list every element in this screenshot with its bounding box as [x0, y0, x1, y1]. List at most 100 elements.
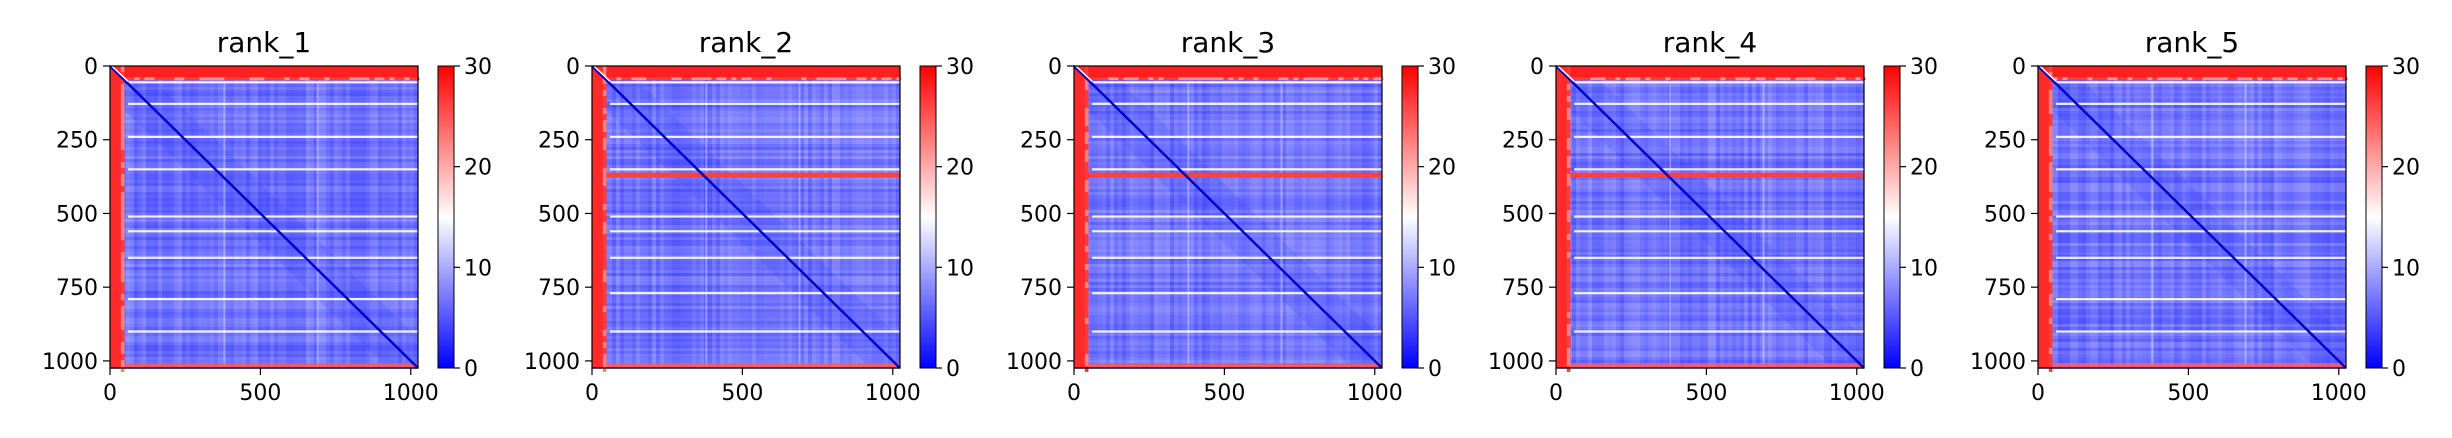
heatmap-white-line [2056, 256, 2346, 259]
heatmap-white-streak [2151, 83, 2154, 368]
heatmap-red-row-edge [1780, 77, 1786, 81]
heatmap-row-texture [592, 303, 900, 306]
heatmap-red-row-edge [1670, 77, 1676, 81]
heatmap-row-texture [1074, 162, 1382, 165]
heatmap-red-row-edge [2222, 77, 2228, 81]
heatmap-row-texture [1556, 321, 1864, 324]
heatmap-red-row-edge [1143, 77, 1149, 81]
heatmap-row-texture [110, 141, 418, 144]
heatmap-row-texture [110, 246, 418, 249]
heatmap-row-texture [592, 171, 900, 174]
heatmap-red-row-edge [2132, 77, 2138, 81]
heatmap-red-row-edge [736, 77, 742, 81]
heatmap-red-column-edge [1084, 186, 1089, 192]
heatmap-red-row-edge [274, 77, 280, 81]
heatmap-row-texture [110, 270, 418, 273]
heatmap-red-row-edge [871, 77, 877, 81]
heatmap-red-row-edge [1715, 77, 1721, 81]
heatmap-red-column-edge [602, 240, 607, 246]
heatmap-red-column-edge [1084, 126, 1089, 132]
heatmap-row-texture [592, 273, 900, 276]
heatmap-red-row-edge [2232, 77, 2238, 81]
heatmap-red-row-edge [1855, 77, 1861, 81]
heatmap-red-row-edge [154, 77, 160, 81]
heatmap-red-column-edge [2048, 228, 2053, 234]
heatmap-row-texture [2038, 360, 2346, 363]
heatmap-red-column-edge [602, 126, 607, 132]
heatmap-red-column-edge [1084, 324, 1089, 330]
heatmap-red-row-edge [1825, 77, 1831, 81]
heatmap-row-texture [1074, 318, 1382, 321]
heatmap-row-texture [2038, 96, 2346, 99]
heatmap-red-row-edge [254, 77, 260, 81]
heatmap-row-texture [2038, 195, 2346, 198]
heatmap-red-row-edge [2092, 77, 2098, 81]
heatmap-row-texture [110, 285, 418, 288]
heatmap-row-texture [592, 120, 900, 123]
heatmap-row-texture [2038, 342, 2346, 345]
heatmap-row-texture [1074, 177, 1382, 180]
heatmap-red-row-edge [1138, 77, 1144, 81]
heatmap-row-texture [2038, 210, 2346, 213]
heatmap-row-texture [110, 243, 418, 246]
heatmap-row-texture [2038, 117, 2346, 120]
heatmap-red-row-edge [1198, 77, 1204, 81]
heatmap-red-row-edge [2277, 77, 2283, 81]
heatmap-row-texture [1074, 222, 1382, 225]
heatmap-row-texture [110, 90, 418, 93]
heatmap-red-row-edge [289, 77, 295, 81]
heatmap-red-column-edge [602, 204, 607, 210]
heatmap-row-texture [1556, 252, 1864, 255]
heatmap-white-line [1574, 215, 1864, 218]
heatmap-image [591, 65, 902, 372]
heatmap-row-texture [1556, 264, 1864, 267]
y-tick-label: 750 [56, 276, 98, 301]
heatmap-row-texture [110, 258, 418, 261]
heatmap-row-texture [2038, 354, 2346, 357]
heatmap-red-column-edge [1566, 108, 1571, 114]
heatmap-white-line [2056, 215, 2346, 218]
heatmap-row-texture [2038, 180, 2346, 183]
heatmap-row-texture [1074, 225, 1382, 228]
heatmap-red-row-edge [1113, 77, 1119, 81]
heatmap-red-column-edge [602, 78, 607, 84]
y-tick-label: 500 [56, 202, 98, 227]
heatmap-row-texture [592, 195, 900, 198]
heatmap-row-texture [1074, 126, 1382, 129]
heatmap-row-texture [1556, 309, 1864, 312]
heatmap-red-row-edge [2287, 77, 2293, 81]
heatmap-red-column-edge [1566, 186, 1571, 192]
heatmap-red-column-edge [1084, 294, 1089, 300]
heatmap-red-row-edge [1585, 77, 1591, 81]
heatmap-red-column-edge [120, 186, 125, 192]
heatmap-red-row-top [606, 66, 900, 81]
heatmap-row-texture [1074, 99, 1382, 102]
heatmap-row-texture [2038, 276, 2346, 279]
heatmap-red-column-edge [120, 90, 125, 96]
y-tick-label: 500 [1502, 202, 1544, 227]
heatmap-row-texture [1556, 303, 1864, 306]
heatmap-red-row-edge [2337, 77, 2343, 81]
heatmap-red-row-edge [2297, 77, 2303, 81]
heatmap-row-texture [110, 201, 418, 204]
heatmap-white-line [610, 81, 900, 84]
heatmap-diagonal [2037, 65, 2347, 369]
heatmap-row-texture [592, 249, 900, 252]
heatmap-white-line [128, 102, 418, 105]
heatmap-row-texture [592, 258, 900, 261]
heatmap-row-texture [1074, 153, 1382, 156]
heatmap-row-texture [1074, 123, 1382, 126]
heatmap-row-texture [592, 240, 900, 243]
heatmap-row-texture [1556, 96, 1864, 99]
heatmap-row-texture [110, 159, 418, 162]
heatmap-red-row-edge [334, 77, 340, 81]
heatmap-red-row-edge [866, 77, 872, 81]
heatmap-row-texture [1074, 117, 1382, 120]
heatmap-red-column-edge [1566, 78, 1571, 84]
heatmap-red-column-edge [1566, 114, 1571, 120]
heatmap-red-column-edge [1566, 240, 1571, 246]
heatmap-row-texture [1556, 141, 1864, 144]
heatmap-red-row-edge [249, 77, 255, 81]
heatmap-red-row-bottom [1088, 363, 1382, 368]
